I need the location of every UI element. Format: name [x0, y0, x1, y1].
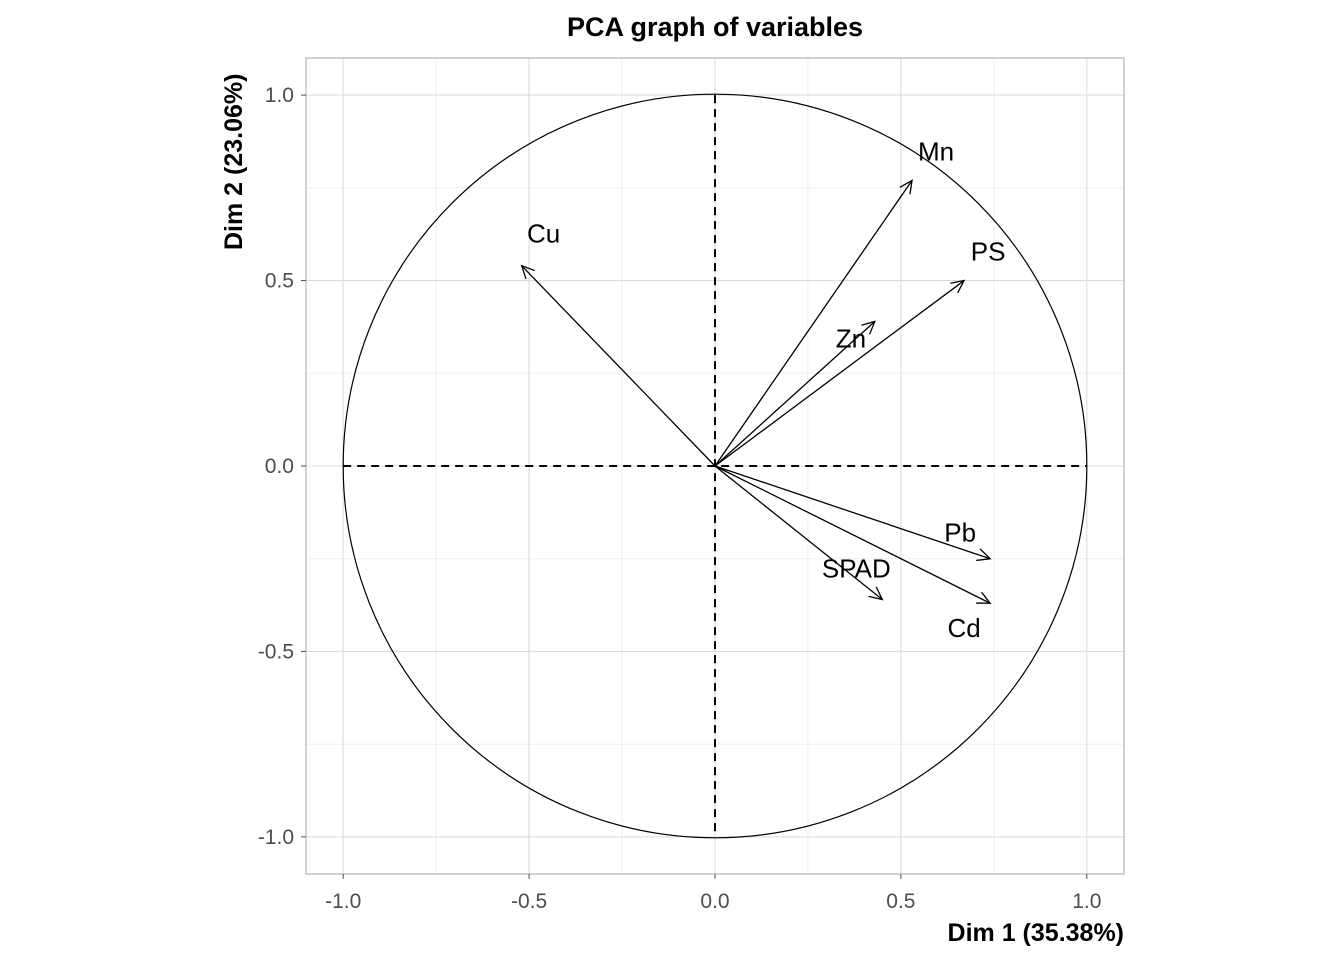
variable-arrows	[520, 179, 992, 604]
x-axis-title: Dim 1 (35.38%)	[948, 919, 1124, 947]
x-tick-label: 0.0	[700, 890, 729, 913]
label-zn: Zn	[836, 323, 866, 353]
x-axis-ticks: -1.0 -0.5 0.0 0.5 1.0	[325, 874, 1101, 913]
arrow-spad	[714, 465, 883, 601]
label-mn: Mn	[918, 136, 954, 166]
x-tick-label: 1.0	[1072, 890, 1101, 913]
x-tick-label: -1.0	[325, 890, 361, 913]
label-spad: SPAD	[822, 554, 891, 584]
arrowhead-mn	[899, 179, 913, 195]
arrow-ps	[714, 280, 965, 467]
chart-title: PCA graph of variables	[567, 12, 863, 42]
label-pb: Pb	[944, 518, 976, 548]
y-tick-label: 0.5	[265, 270, 294, 293]
x-tick-label: -0.5	[511, 890, 547, 913]
x-tick-label: 0.5	[886, 890, 915, 913]
y-tick-label: -0.5	[258, 640, 294, 663]
arrowhead-cu	[520, 264, 536, 280]
y-tick-label: -1.0	[258, 826, 294, 849]
unit-circle	[342, 93, 1088, 839]
arrowhead-pb	[976, 548, 992, 562]
arrow-cd	[714, 465, 991, 604]
y-tick-label: 0.0	[265, 455, 294, 478]
y-axis-ticks: 1.0 0.5 0.0 -0.5 -1.0	[258, 84, 306, 849]
arrow-pb	[714, 465, 991, 560]
arrow-zn	[714, 320, 876, 467]
arrowhead-zn	[861, 320, 876, 335]
arrowhead-ps	[950, 279, 966, 294]
arrow-cu	[521, 265, 716, 467]
label-ps: PS	[971, 237, 1006, 267]
label-cd: Cd	[948, 613, 981, 643]
label-cu: Cu	[527, 219, 560, 249]
y-axis-title: Dim 2 (23.06%)	[220, 74, 248, 250]
variable-labels: Mn PS Cu Zn SPAD Pb Cd	[527, 136, 1005, 643]
y-tick-label: 1.0	[265, 84, 294, 107]
arrow-mn	[714, 180, 913, 467]
arrowhead-spad	[868, 586, 884, 601]
arrowhead-cd	[976, 591, 992, 604]
